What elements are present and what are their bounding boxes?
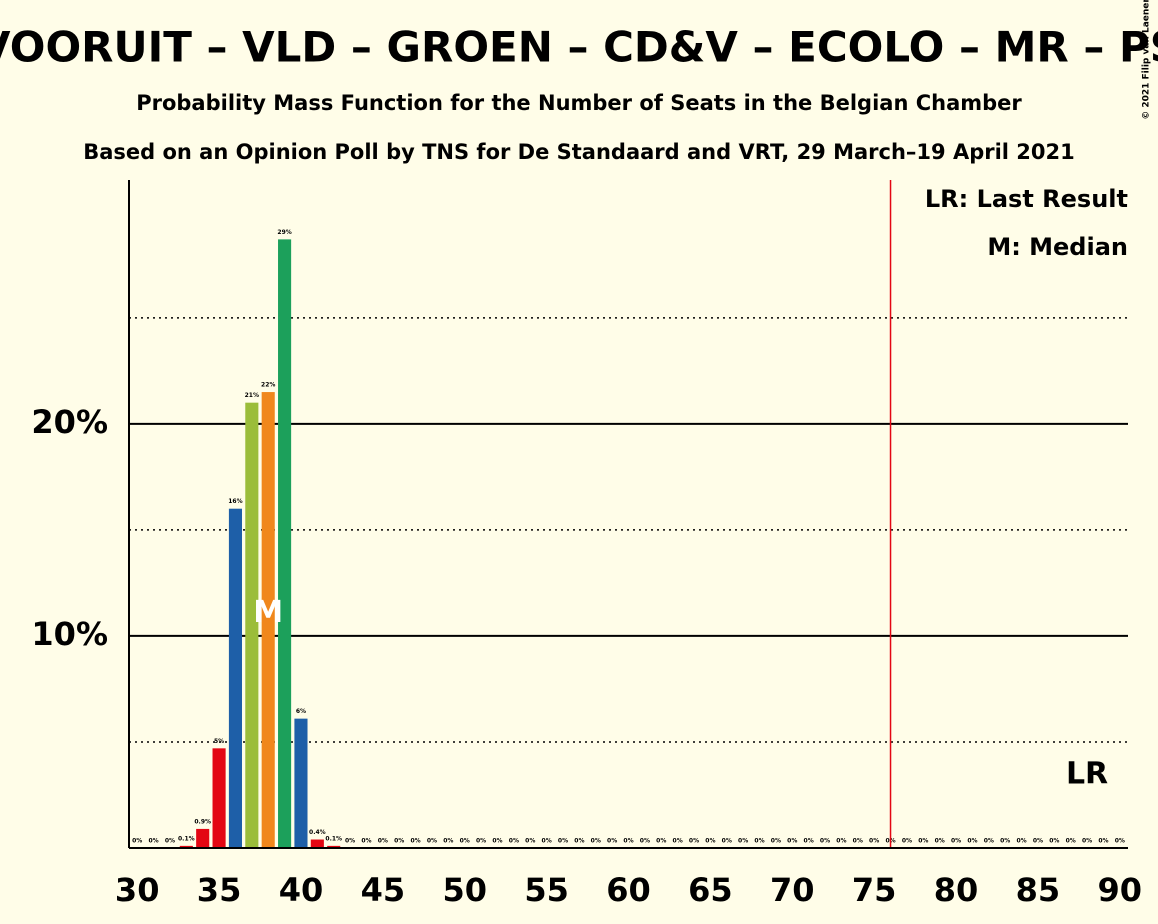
bar	[228, 508, 243, 848]
data-label: 0%	[1066, 838, 1076, 845]
data-label: 0%	[591, 838, 601, 845]
y-tick-label: 20%	[31, 403, 108, 441]
data-label: 0%	[345, 838, 355, 845]
data-label: 0%	[411, 838, 421, 845]
data-label: 0%	[427, 838, 437, 845]
data-label: 0%	[804, 838, 814, 845]
legend-entry: LR: Last Result	[925, 185, 1128, 213]
data-label: 0%	[492, 838, 502, 845]
x-tick-label: 90	[1098, 871, 1143, 909]
copyright: © 2021 Filip van Laenen	[1142, 0, 1152, 120]
bar	[212, 748, 226, 848]
data-label: 0%	[623, 838, 633, 845]
data-label: 22%	[261, 382, 275, 389]
x-tick-label: 45	[361, 871, 406, 909]
last-result-marker: LR	[1066, 757, 1108, 792]
data-label: 0.4%	[309, 829, 326, 836]
data-label: 0%	[1098, 838, 1108, 845]
x-tick-label: 70	[770, 871, 815, 909]
bar	[196, 828, 210, 848]
data-label: 0%	[476, 838, 486, 845]
data-label: 0%	[951, 838, 961, 845]
data-label: 0%	[673, 838, 683, 845]
data-label: 0%	[787, 838, 797, 845]
data-label: 0%	[771, 838, 781, 845]
bar	[294, 718, 308, 848]
bar	[179, 845, 193, 848]
data-label: 0%	[820, 838, 830, 845]
data-label: 21%	[245, 392, 259, 399]
x-tick-label: 75	[852, 871, 897, 909]
data-label: 0%	[705, 838, 715, 845]
x-tick-label: 55	[524, 871, 569, 909]
data-label: 0%	[460, 838, 470, 845]
data-label: 0.1%	[325, 835, 342, 842]
data-label: 0%	[378, 838, 388, 845]
data-label: 0%	[722, 838, 732, 845]
data-label: 0%	[542, 838, 552, 845]
data-label: 0%	[1016, 838, 1026, 845]
data-label: 0%	[148, 838, 158, 845]
data-label: 0%	[443, 838, 453, 845]
data-label: 0%	[656, 838, 666, 845]
x-tick-label: 40	[279, 871, 324, 909]
bar	[327, 845, 341, 848]
data-label: 0%	[574, 838, 584, 845]
data-label: 0%	[558, 838, 568, 845]
data-label: 0%	[361, 838, 371, 845]
subtitle: Probability Mass Function for the Number…	[136, 91, 1022, 115]
data-label: 0%	[689, 838, 699, 845]
data-label: 0%	[1049, 838, 1059, 845]
data-label: 0%	[935, 838, 945, 845]
x-tick-label: 85	[1016, 871, 1061, 909]
data-label: 0%	[984, 838, 994, 845]
x-tick-label: 35	[197, 871, 242, 909]
data-label: 5%	[214, 738, 224, 745]
bar	[261, 392, 275, 848]
data-label: 0%	[967, 838, 977, 845]
data-label: 0%	[509, 838, 519, 845]
data-label: 0%	[165, 838, 175, 845]
data-label: 16%	[228, 498, 242, 505]
data-label: 0%	[738, 838, 748, 845]
x-tick-label: 65	[688, 871, 733, 909]
data-label: 0%	[902, 838, 912, 845]
data-label: 0%	[1082, 838, 1092, 845]
data-label: 0%	[836, 838, 846, 845]
data-label: 6%	[296, 708, 306, 715]
chart-title: VOORUIT – VLD – GROEN – CD&V – ECOLO – M…	[0, 23, 1158, 72]
y-tick-label: 10%	[31, 615, 108, 653]
data-label: 0%	[918, 838, 928, 845]
data-label: 0%	[132, 838, 142, 845]
legend-entry: M: Median	[987, 233, 1128, 261]
data-label: 0%	[1033, 838, 1043, 845]
data-label: 0.1%	[178, 835, 195, 842]
x-tick-label: 80	[934, 871, 979, 909]
data-label: 0%	[853, 838, 863, 845]
data-label: 0%	[607, 838, 617, 845]
data-label: 0%	[394, 838, 404, 845]
data-label: 0%	[525, 838, 535, 845]
bar	[310, 839, 324, 848]
data-label: 29%	[277, 229, 291, 236]
x-tick-label: 30	[115, 871, 160, 909]
data-label: 0%	[1000, 838, 1010, 845]
x-tick-label: 60	[606, 871, 651, 909]
bar	[278, 239, 292, 848]
subtitle: Based on an Opinion Poll by TNS for De S…	[83, 140, 1075, 164]
bar	[245, 402, 259, 848]
x-tick-label: 50	[442, 871, 487, 909]
data-label: 0%	[1115, 838, 1125, 845]
data-label: 0%	[640, 838, 650, 845]
median-marker: M	[253, 595, 283, 630]
data-label: 0.9%	[194, 818, 211, 825]
data-label: 0%	[754, 838, 764, 845]
data-label: 0%	[869, 838, 879, 845]
